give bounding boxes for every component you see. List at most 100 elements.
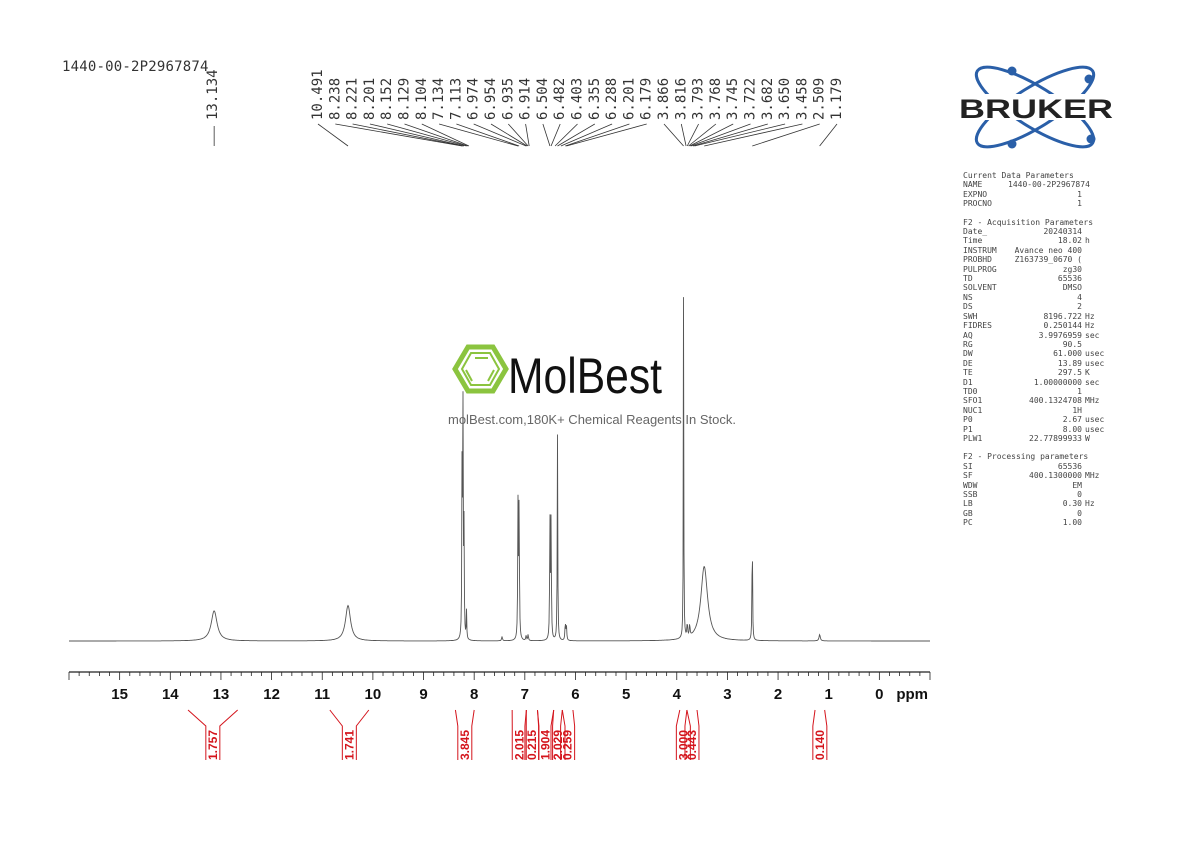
peak-connector bbox=[565, 123, 630, 147]
param-unit bbox=[1082, 406, 1113, 415]
param-key: DW bbox=[963, 349, 973, 359]
peak-label: 3.793 bbox=[691, 78, 707, 120]
param-value: 400.1300000 bbox=[1029, 471, 1082, 481]
peak-label: 3.816 bbox=[673, 78, 689, 120]
param-unit: usec bbox=[1085, 358, 1105, 368]
param-row: SI 65536 bbox=[963, 462, 1113, 471]
param-value: 1440-00-2P2967874 bbox=[1008, 180, 1090, 190]
peak-connector bbox=[689, 123, 734, 147]
param-unit bbox=[1082, 265, 1113, 274]
peak-label: 8.129 bbox=[397, 78, 413, 120]
param-unit bbox=[1082, 509, 1113, 518]
peak-label: 6.954 bbox=[483, 78, 499, 120]
sample-id: 1440-00-2P2967874 bbox=[62, 59, 209, 75]
param-unit bbox=[1082, 302, 1113, 311]
integral-value: 0.259 bbox=[561, 730, 575, 760]
param-unit bbox=[1082, 199, 1113, 208]
peak-connector bbox=[508, 123, 529, 147]
peak-label: 8.152 bbox=[379, 78, 395, 120]
peak-label: 6.201 bbox=[621, 78, 637, 120]
axis-tick-label: 8 bbox=[470, 686, 478, 703]
peak-connector bbox=[473, 123, 527, 147]
param-row: SFO1 400.1324708 MHz bbox=[963, 396, 1113, 405]
molbest-logo-text: MolBest bbox=[508, 348, 662, 404]
param-row: SF 400.1300000 MHz bbox=[963, 471, 1113, 480]
peak-connectors bbox=[213, 123, 838, 147]
param-key: PULPROG bbox=[963, 264, 997, 274]
axis-tick-label: 4 bbox=[673, 686, 682, 703]
param-row: P1 8.00 usec bbox=[963, 425, 1113, 434]
param-key: RG bbox=[963, 339, 973, 349]
param-row: TD0 1 bbox=[963, 387, 1113, 396]
param-key: SI bbox=[963, 461, 973, 471]
param-key: NAME bbox=[963, 180, 983, 190]
param-value: 4 bbox=[1077, 292, 1082, 302]
param-key: P1 bbox=[963, 424, 973, 434]
watermark-tagline: molBest.com,180K+ Chemical Reagents In S… bbox=[448, 412, 736, 427]
integral-value: 1.757 bbox=[206, 730, 220, 760]
peak-connector bbox=[663, 123, 684, 147]
axis-tick-label: 9 bbox=[419, 686, 427, 703]
peak-connector bbox=[686, 123, 699, 147]
peak-label: 3.866 bbox=[656, 78, 672, 120]
param-row: PC 1.00 bbox=[963, 518, 1113, 527]
param-unit bbox=[1082, 246, 1113, 255]
param-key: TE bbox=[963, 368, 973, 378]
param-value: 1 bbox=[1077, 199, 1082, 209]
peak-connector bbox=[404, 123, 468, 147]
axis-tick-label: 2 bbox=[774, 686, 782, 703]
param-row: EXPNO 1 bbox=[963, 190, 1113, 199]
axis-unit-label: ppm bbox=[896, 686, 928, 703]
param-key: AQ bbox=[963, 330, 973, 340]
param-unit: usec bbox=[1085, 424, 1105, 434]
param-row: NUC1 1H bbox=[963, 406, 1113, 415]
param-unit: MHz bbox=[1085, 396, 1100, 406]
integral-bracket bbox=[684, 709, 700, 760]
peak-connector bbox=[335, 123, 463, 147]
param-row: SOLVENT DMSO bbox=[963, 283, 1113, 292]
acquisition-parameters-panel: Current Data Parameters NAME 1440-00-2P296… bbox=[963, 171, 1113, 537]
param-unit: usec bbox=[1085, 349, 1105, 359]
spectrum-line bbox=[69, 297, 930, 642]
param-unit: usec bbox=[1085, 415, 1105, 425]
axis-tick-label: 11 bbox=[314, 686, 330, 703]
peak-label: 3.768 bbox=[708, 78, 724, 120]
peak-connector bbox=[819, 123, 838, 147]
integral-value: 0.443 bbox=[685, 730, 699, 760]
integral-bracket bbox=[560, 709, 576, 760]
integral-value: 2.015 bbox=[512, 730, 526, 760]
integral-bracket bbox=[187, 709, 238, 760]
peak-connector bbox=[688, 123, 717, 147]
param-unit: Hz bbox=[1085, 311, 1095, 321]
param-unit bbox=[1082, 283, 1113, 292]
param-key: PC bbox=[963, 518, 973, 528]
param-row: SSB 0 bbox=[963, 490, 1113, 499]
param-row: RG 90.5 bbox=[963, 340, 1113, 349]
param-key: SF bbox=[963, 471, 973, 481]
param-row: PROBHD Z163739_0670 ( bbox=[963, 255, 1113, 264]
axis-tick-label: 12 bbox=[263, 686, 280, 703]
param-row: PULPROG zg30 bbox=[963, 265, 1113, 274]
param-row: SWH 8196.722 Hz bbox=[963, 312, 1113, 321]
peak-connector bbox=[752, 123, 820, 147]
param-key: TD0 bbox=[963, 386, 978, 396]
param-value: EM bbox=[1072, 480, 1082, 490]
param-unit: Hz bbox=[1085, 321, 1095, 331]
param-row: Time 18.02 h bbox=[963, 236, 1113, 245]
peak-connector bbox=[557, 123, 596, 147]
param-value: DMSO bbox=[1062, 283, 1082, 293]
param-unit bbox=[1082, 190, 1113, 199]
param-key: TD bbox=[963, 274, 973, 284]
axis-tick-label: 13 bbox=[213, 686, 230, 703]
param-unit bbox=[1082, 227, 1113, 236]
param-key: GB bbox=[963, 508, 973, 518]
integral-value: 0.215 bbox=[525, 730, 539, 760]
param-unit: K bbox=[1085, 368, 1090, 378]
param-key: EXPNO bbox=[963, 189, 988, 199]
param-key: WDW bbox=[963, 480, 978, 490]
param-unit bbox=[1082, 293, 1113, 302]
param-row: LB 0.30 Hz bbox=[963, 499, 1113, 508]
axis-tick-label: 3 bbox=[723, 686, 731, 703]
